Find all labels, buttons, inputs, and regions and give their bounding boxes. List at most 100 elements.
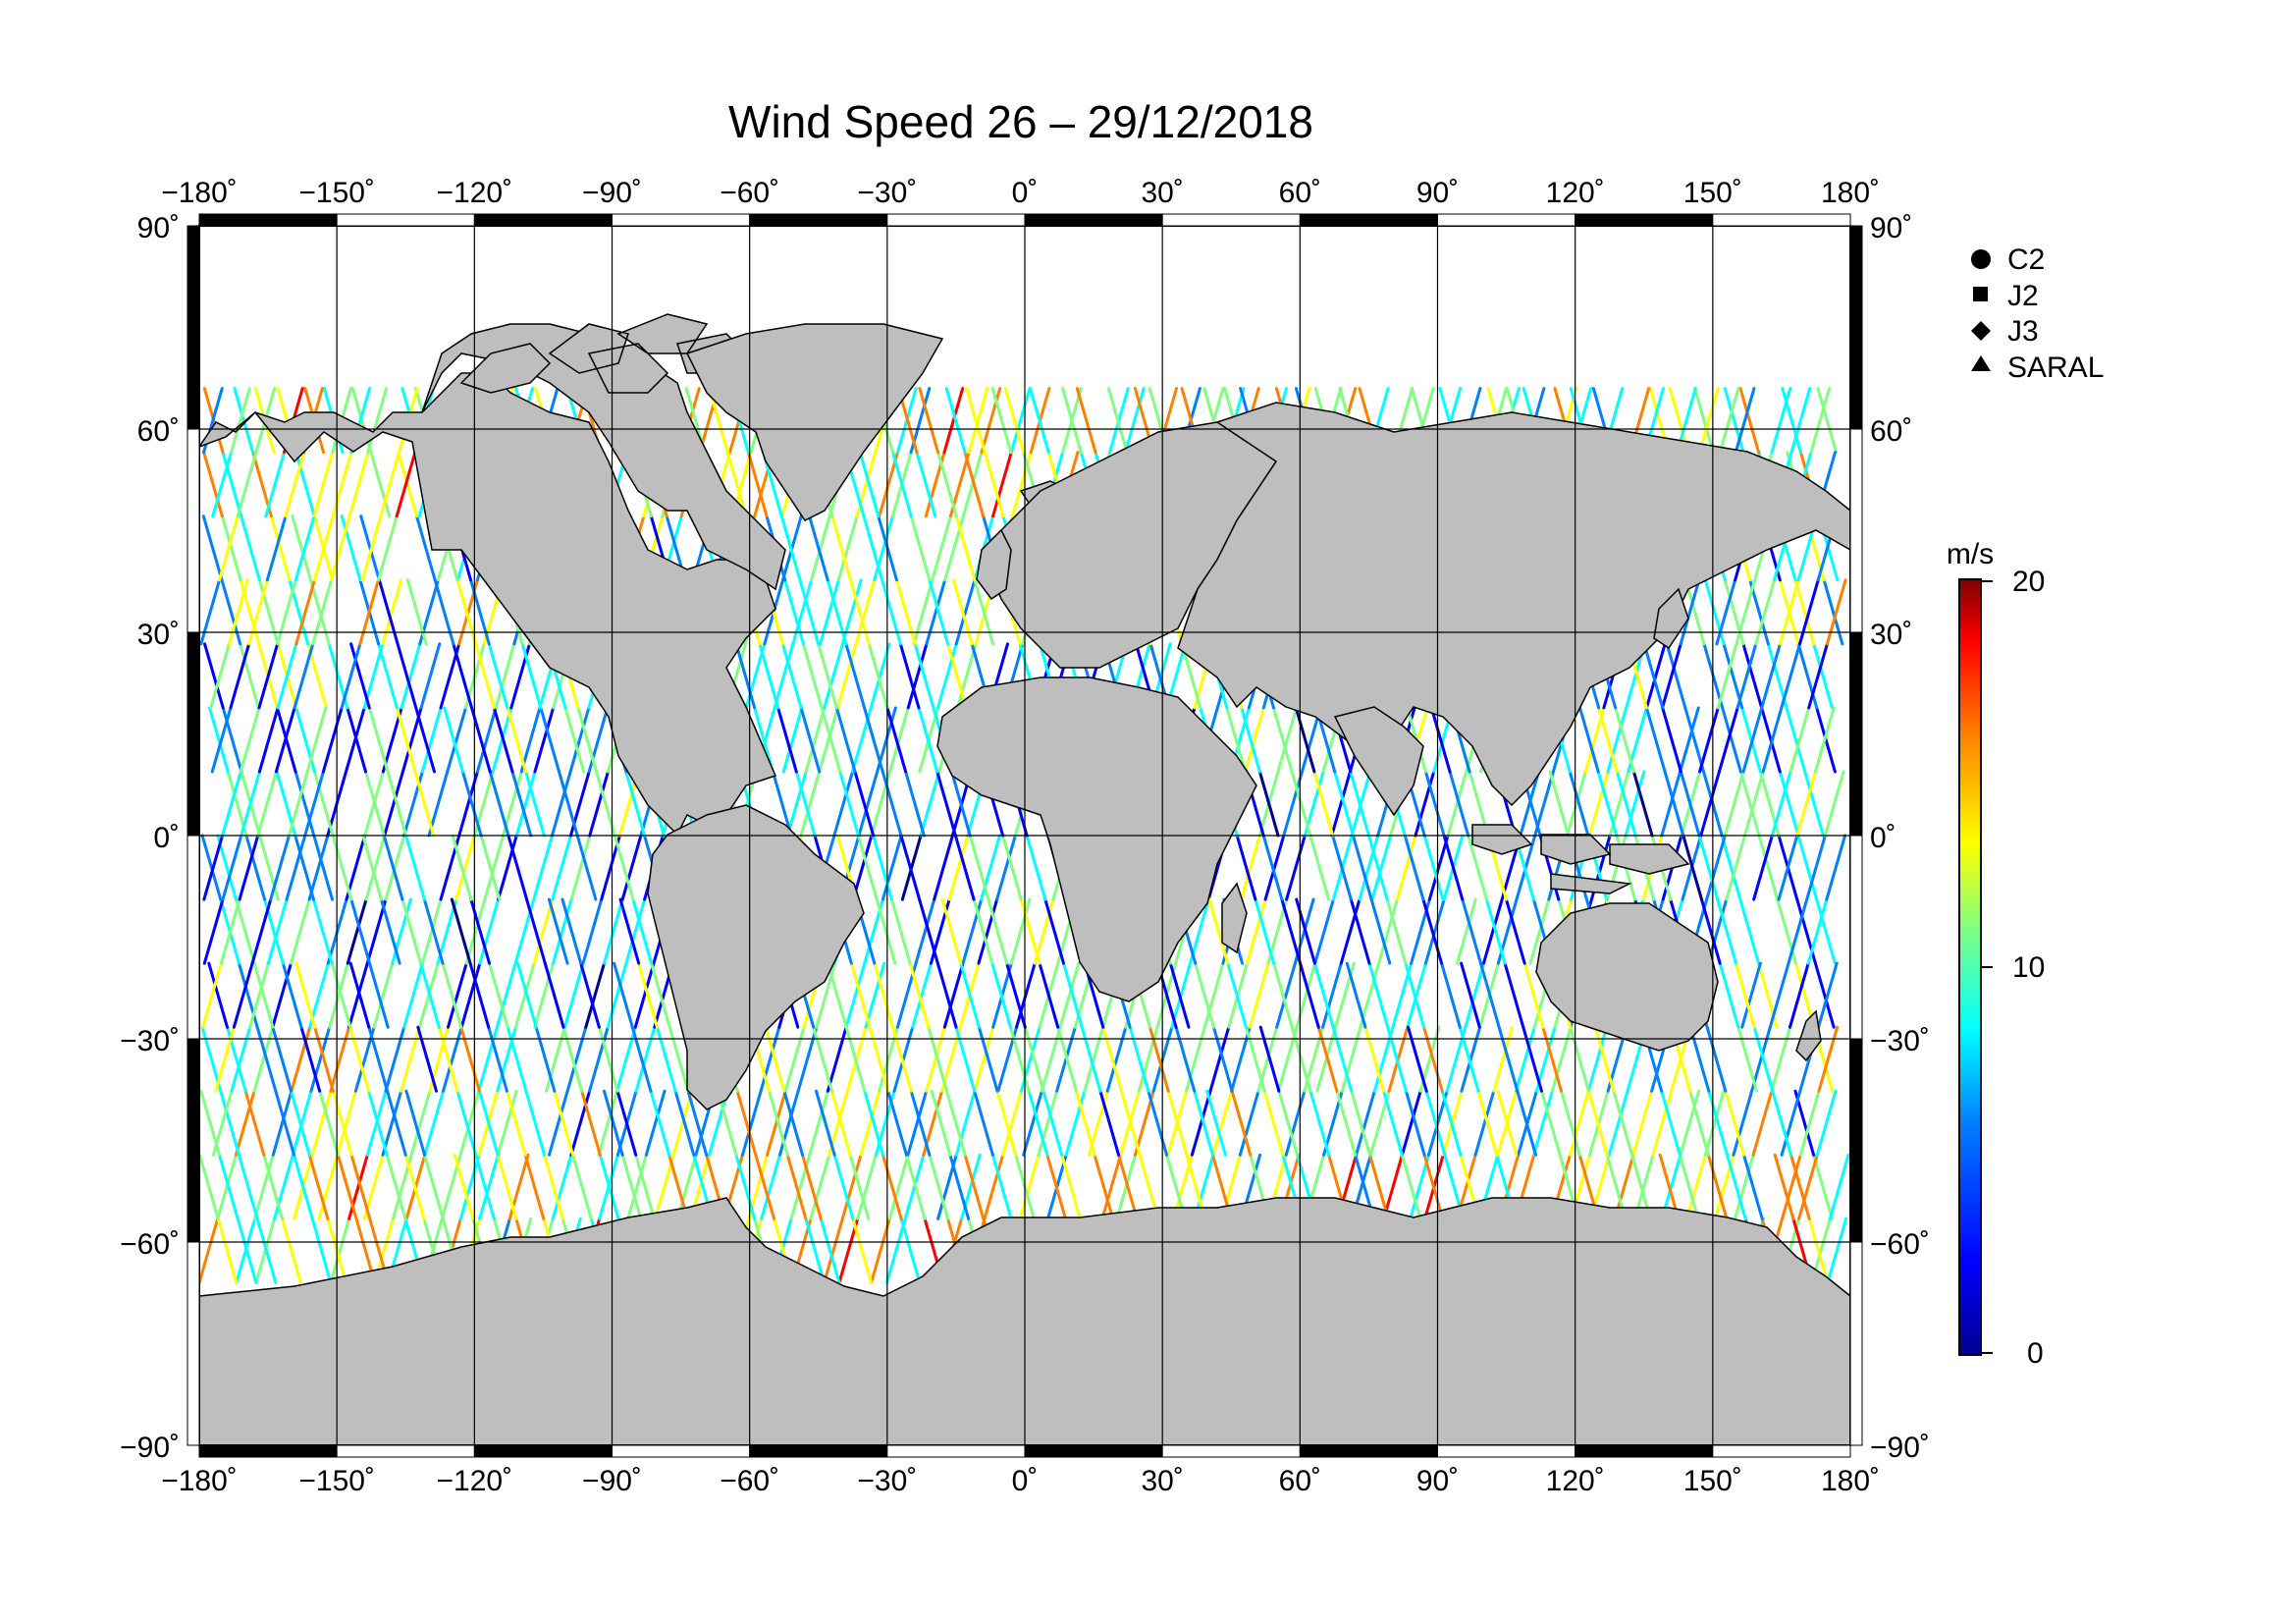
track-segment [655,1025,677,1093]
track-segment [1257,770,1280,838]
track-segment [1522,1025,1543,1093]
track-segment [783,1025,806,1093]
track-segment [1679,1089,1701,1157]
track-segment [954,578,977,646]
track-segment [597,1089,619,1157]
track-segment [199,578,222,646]
track-segment [1815,897,1837,965]
track-segment [671,1089,694,1157]
track-segment [1698,706,1720,774]
track-segment [1460,1025,1482,1093]
track-segment [1369,897,1392,965]
lat-tick-label: −30˚ [120,1025,180,1057]
track-segment [1119,1089,1142,1157]
track-segment [734,642,757,710]
frame-bar-left [187,1241,200,1446]
track-segment [1299,961,1320,1029]
frame-bar-bottom [1024,1444,1163,1458]
track-segment [918,387,940,455]
track-segment [395,451,417,518]
track-segment [307,1153,330,1220]
track-segment [817,642,838,710]
track-segment [1735,578,1757,646]
track-segment [965,387,987,455]
track-segment [210,706,233,774]
frame-bar-left [187,225,200,430]
track-segment [379,897,401,965]
track-segment [1771,1089,1793,1157]
track-segment [1185,1025,1206,1093]
track-segment [1528,897,1551,965]
track-segment [1245,897,1267,965]
track-segment [780,642,803,710]
track-segment [266,897,289,965]
track-segment [799,706,822,774]
track-segment [1593,1025,1616,1093]
track-segment [1777,834,1799,901]
frame-bar-bottom [336,1444,475,1458]
track-segment [919,770,941,838]
colorbar-label-min: 0 [2027,1337,2044,1370]
track-segment [1816,961,1839,1029]
track-segment [983,451,1005,518]
track-segment [209,642,231,710]
track-segment [1023,1025,1045,1093]
track-segment [404,834,426,901]
track-segment [840,578,863,646]
track-segment [232,961,254,1029]
track-segment [329,514,351,582]
track-segment [1003,387,1026,455]
track-segment [281,1217,302,1284]
track-segment [1008,1025,1031,1093]
track-segment [1190,1089,1212,1157]
track-segment [364,834,387,901]
track-segment [881,1153,903,1220]
track-segment [285,834,307,901]
track-segment [1321,961,1343,1029]
track-segment [276,642,298,710]
track-segment [1061,387,1083,455]
frame-bar-bottom [749,1444,888,1458]
track-segment [1789,706,1811,774]
track-segment [1550,1025,1573,1093]
track-segment [931,514,952,582]
track-segment [1742,1153,1764,1220]
track-segment [1285,834,1307,901]
lon-tick-label: −60˚ [720,177,779,209]
track-segment [579,961,601,1029]
track-segment [848,1153,871,1220]
track-segment [253,1153,275,1220]
track-segment [1665,642,1687,710]
track-segment [494,642,516,710]
track-segment [1105,1025,1128,1093]
track-segment [936,642,958,710]
track-segment [1331,834,1353,901]
track-segment [1207,897,1230,965]
track-segment [405,578,428,646]
track-segment [1366,834,1389,901]
track-segment [1785,706,1807,774]
track-segment [561,897,583,965]
track-segment [271,1089,294,1157]
track-segment [1813,961,1836,1029]
track-segment [598,1153,620,1220]
track-segment [815,1089,836,1157]
frame-bar-bottom [886,1444,1026,1458]
track-segment [524,770,546,838]
track-segment [506,706,528,774]
track-segment [819,1217,841,1284]
track-segment [759,1025,781,1093]
track-segment [400,897,423,965]
track-segment [312,514,335,582]
track-segment [477,1089,500,1157]
track-segment [1280,897,1303,965]
track-segment [990,387,1013,455]
track-segment [708,1089,729,1157]
track-segment [1688,1025,1711,1093]
lon-tick-label: 30˚ [1141,1465,1183,1497]
frame-bar-top [1024,213,1163,227]
land-india [1333,706,1424,817]
colorbar-gradient [1958,578,1982,1356]
track-segment [935,961,958,1029]
track-segment [947,834,970,901]
